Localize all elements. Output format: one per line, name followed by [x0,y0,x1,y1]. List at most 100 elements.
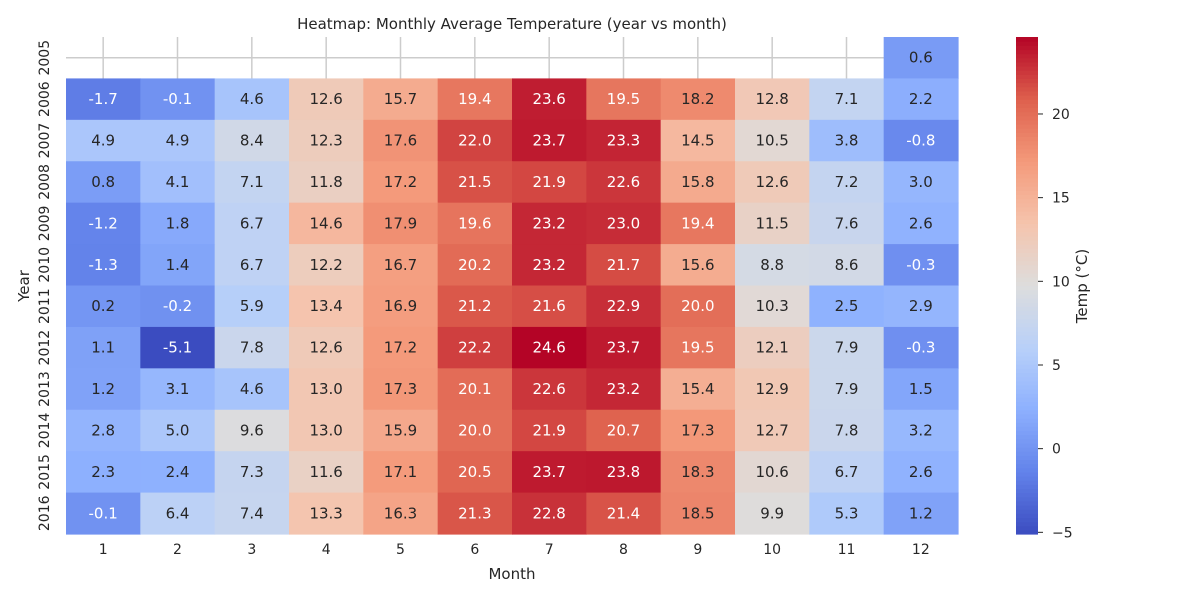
colorbar-segment [1016,409,1038,415]
x-tick-label: 8 [619,542,628,558]
colorbar-segment [1016,360,1038,365]
heatmap-cell [660,451,736,494]
cell-value-label: -0.3 [906,256,935,274]
heatmap-cell [586,244,662,287]
heatmap-cell [883,326,959,369]
heatmap-cell [437,202,513,245]
heatmap-cell [735,161,810,204]
colorbar-segment [1016,467,1038,473]
cell-value-label: -1.2 [89,214,118,232]
heatmap-cell [735,285,810,328]
heatmap-cell [437,409,513,452]
colorbar-segment [1016,82,1038,88]
cell-value-label: 22.8 [532,504,565,522]
heatmap-cell [363,492,439,535]
colorbar-segment [1016,339,1038,345]
colorbar-segment [1016,219,1038,224]
heatmap-cell [512,492,587,535]
heatmap-cell [363,409,439,452]
cell-value-label: 1.8 [166,214,190,232]
colorbar-segment [1016,74,1038,80]
x-tick-label: 11 [838,542,856,558]
heatmap-cell [512,285,587,328]
colorbar-label: Temp (°C) [1073,249,1091,324]
cell-value-label: 20.1 [458,380,491,398]
heatmap-cell [140,119,216,162]
heatmap-cell [883,285,959,328]
heatmap-cell [809,161,885,204]
colorbar-segment [1016,447,1038,452]
heatmap-cell [512,326,587,369]
cell-value-label: 12.9 [755,380,788,398]
heatmap-cell [586,119,662,162]
cell-value-label: 4.6 [240,380,264,398]
heatmap-cell [512,161,587,204]
cell-value-label: 20.7 [607,421,640,439]
x-tick-label: 2 [173,542,182,558]
x-axis-label: Month [488,565,535,583]
cell-value-label: 15.8 [681,173,714,191]
y-tick-label: 2006 [37,81,53,117]
y-tick-label: 2015 [37,454,53,490]
heatmap-cell [214,244,290,287]
cell-value-label: 6.4 [166,504,190,522]
colorbar-segment [1016,405,1038,411]
heatmap-cell [66,202,141,245]
cell-value-label: 10.6 [755,463,788,481]
heatmap-cell [586,78,662,121]
colorbar-tick-label: −5 [1052,525,1073,541]
cell-value-label: 20.0 [681,297,714,315]
cell-value-label: 2.9 [909,297,933,315]
cell-value-label: 11.5 [755,214,788,232]
heatmap-cell [66,409,141,452]
heatmap-cell [437,161,513,204]
heatmap-cell [809,326,885,369]
colorbar-segment [1016,90,1038,96]
colorbar-segment [1016,123,1038,129]
cell-value-label: 17.2 [384,339,417,357]
heatmap-cell [586,409,662,452]
y-tick-label: 2009 [37,206,53,242]
cell-value-label: 8.8 [760,256,784,274]
cell-value-label: 19.5 [681,339,714,357]
cell-value-label: -0.3 [906,339,935,357]
colorbar-segment [1016,401,1038,407]
cell-value-label: 23.2 [532,256,565,274]
colorbar-segment [1016,198,1038,204]
colorbar-segment [1016,186,1038,191]
heatmap-cell [512,409,587,452]
colorbar-segment [1016,61,1038,67]
colorbar-segment [1016,492,1038,498]
cell-value-label: -1.7 [89,90,118,108]
heatmap-cell [363,161,439,204]
colorbar-segment [1016,169,1038,175]
cell-value-label: 18.2 [681,90,714,108]
colorbar-segment [1016,326,1038,332]
colorbar-tick-label: 20 [1052,107,1070,123]
colorbar-segment [1016,355,1038,361]
cell-value-label: 3.1 [166,380,190,398]
heatmap-cell [883,244,959,287]
heatmap-cell [289,119,364,162]
colorbar-segment [1016,103,1038,109]
x-tick-label: 9 [693,542,702,558]
cell-value-label: 15.9 [384,421,417,439]
y-tick-label: 2011 [37,288,53,324]
heatmap-cell [66,492,141,535]
cell-value-label: 4.6 [240,90,264,108]
cell-value-label: 3.8 [835,132,859,150]
colorbar-tick-label: 15 [1052,191,1070,207]
heatmap-cell [809,119,885,162]
colorbar-segment [1016,111,1038,117]
cell-value-label: 7.9 [835,380,859,398]
heatmap-cell [512,119,587,162]
heatmap-cell [660,202,736,245]
cell-value-label: 13.0 [309,421,342,439]
heatmap-cell [289,202,364,245]
heatmap-cell [363,244,439,287]
colorbar-segment [1016,509,1038,514]
colorbar-segment [1016,438,1038,444]
cell-value-label: 12.6 [755,173,788,191]
colorbar-segment [1016,227,1038,233]
